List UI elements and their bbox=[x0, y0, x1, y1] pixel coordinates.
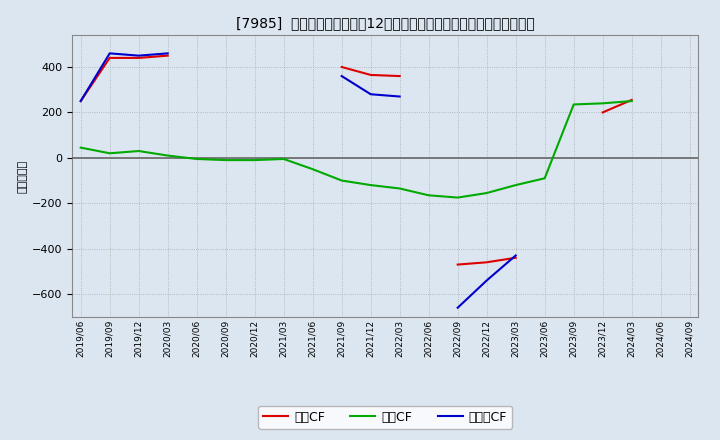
投資CF bbox=[76, 145, 85, 150]
投資CF bbox=[251, 158, 259, 163]
Y-axis label: （百万円）: （百万円） bbox=[17, 159, 27, 193]
投資CF bbox=[135, 148, 143, 154]
Title: [7985]  キャッシュフローの12か月移動合計の対前年同期増減額の推移: [7985] キャッシュフローの12か月移動合計の対前年同期増減額の推移 bbox=[236, 16, 534, 30]
フリーCF bbox=[76, 99, 85, 104]
投資CF bbox=[627, 99, 636, 104]
投資CF bbox=[511, 183, 520, 188]
投資CF bbox=[163, 153, 172, 158]
投資CF bbox=[570, 102, 578, 107]
営業CF bbox=[105, 55, 114, 61]
営業CF bbox=[163, 53, 172, 58]
投資CF bbox=[308, 167, 317, 172]
投資CF bbox=[221, 158, 230, 163]
投資CF bbox=[424, 193, 433, 198]
投資CF bbox=[338, 178, 346, 183]
投資CF bbox=[105, 150, 114, 156]
投資CF bbox=[598, 101, 607, 106]
投資CF bbox=[482, 191, 491, 196]
フリーCF bbox=[105, 51, 114, 56]
投資CF bbox=[454, 195, 462, 200]
投資CF bbox=[279, 156, 288, 161]
投資CF bbox=[192, 156, 201, 161]
投資CF bbox=[395, 186, 404, 191]
Line: 投資CF: 投資CF bbox=[81, 101, 631, 198]
投資CF bbox=[366, 183, 375, 188]
Legend: 営業CF, 投資CF, フリーCF: 営業CF, 投資CF, フリーCF bbox=[258, 406, 512, 429]
フリーCF bbox=[163, 51, 172, 56]
フリーCF bbox=[135, 53, 143, 58]
投資CF bbox=[541, 176, 549, 181]
Line: フリーCF: フリーCF bbox=[81, 53, 168, 101]
営業CF bbox=[76, 99, 85, 104]
Line: 営業CF: 営業CF bbox=[81, 55, 168, 101]
営業CF bbox=[135, 55, 143, 61]
